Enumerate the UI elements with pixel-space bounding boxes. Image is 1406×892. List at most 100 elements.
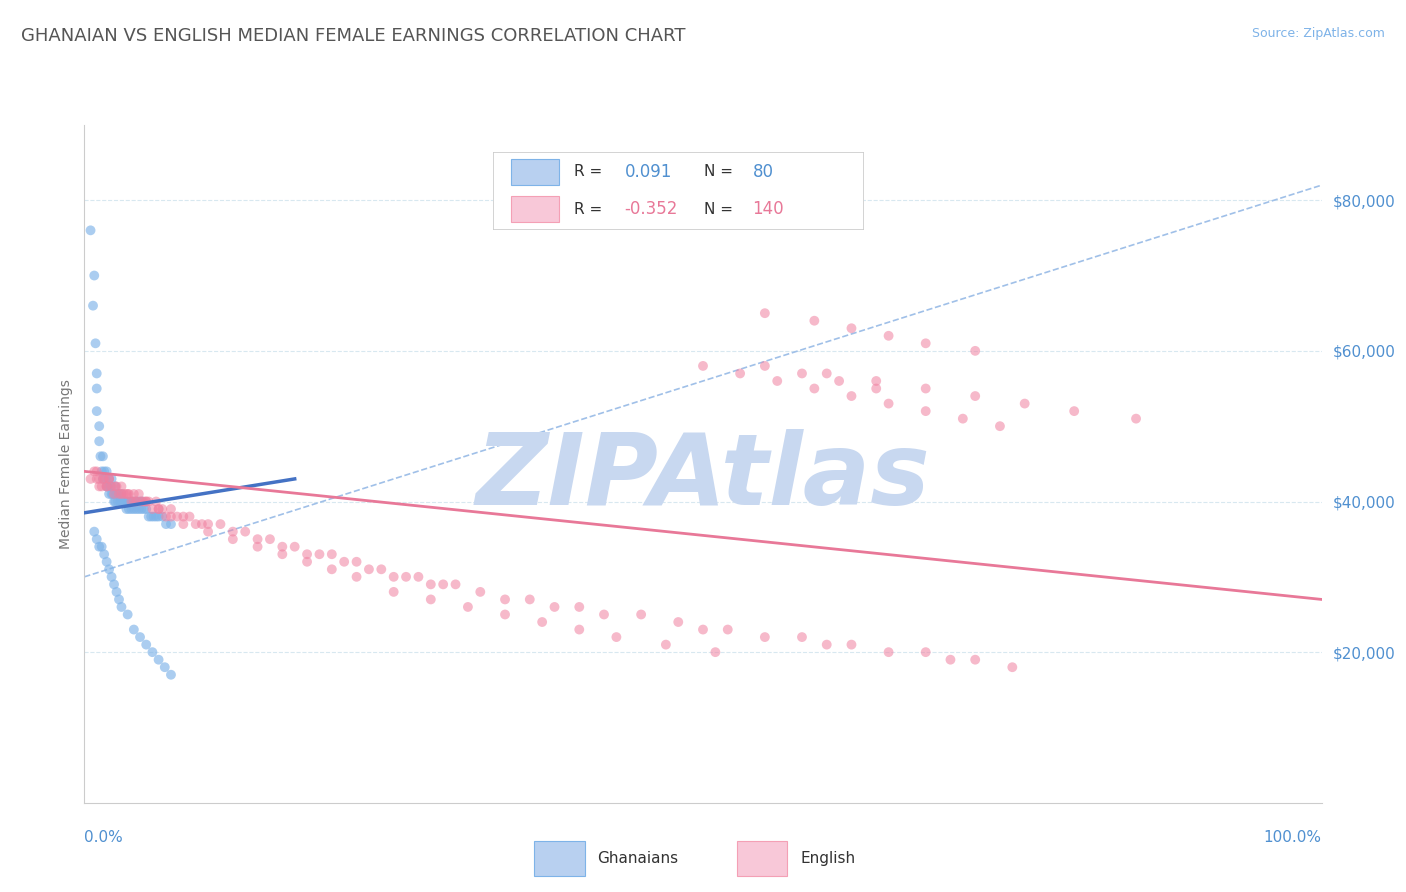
Point: [79, 472, 101, 486]
Point: [1063, 404, 1085, 418]
Point: [90, 479, 112, 493]
Point: [246, 532, 269, 546]
Point: [754, 630, 776, 644]
Point: [90, 464, 112, 478]
Point: [117, 607, 139, 622]
Point: [494, 607, 516, 622]
Point: [259, 532, 281, 546]
Point: [382, 570, 405, 584]
Point: [117, 487, 139, 501]
Point: [124, 494, 146, 508]
Point: [444, 577, 467, 591]
Point: [129, 502, 152, 516]
Point: [754, 306, 776, 320]
Point: [803, 382, 825, 396]
Point: [91, 472, 114, 486]
Point: [308, 547, 330, 561]
Point: [321, 547, 343, 561]
Point: [110, 599, 132, 614]
Point: [117, 494, 139, 508]
Point: [815, 367, 838, 381]
Point: [865, 374, 887, 388]
Text: 100.0%: 100.0%: [1264, 830, 1322, 845]
Point: [179, 509, 201, 524]
Point: [96, 464, 118, 478]
Point: [155, 517, 177, 532]
Point: [101, 487, 124, 501]
Point: [138, 509, 160, 524]
Point: [790, 367, 813, 381]
Point: [120, 502, 142, 516]
Point: [110, 487, 132, 501]
Point: [129, 494, 152, 508]
Point: [110, 494, 132, 508]
Point: [357, 562, 380, 576]
Point: [98, 472, 121, 486]
Point: [86, 464, 108, 478]
Point: [704, 645, 727, 659]
Point: [470, 585, 492, 599]
Point: [83, 464, 105, 478]
Point: [89, 472, 111, 486]
Point: [988, 419, 1011, 434]
Point: [103, 494, 125, 508]
Point: [105, 479, 128, 493]
Point: [122, 623, 145, 637]
Point: [271, 547, 294, 561]
Text: N =: N =: [704, 164, 738, 179]
Point: [952, 411, 974, 425]
Point: [86, 472, 108, 486]
Bar: [534, 841, 585, 876]
Point: [172, 517, 194, 532]
Point: [135, 494, 157, 508]
Point: [568, 623, 591, 637]
Text: 0.091: 0.091: [624, 163, 672, 181]
Point: [122, 487, 145, 501]
Point: [89, 450, 111, 464]
Point: [166, 509, 188, 524]
Bar: [512, 159, 560, 185]
Point: [965, 653, 987, 667]
Point: [197, 517, 219, 532]
Point: [939, 653, 962, 667]
Point: [125, 502, 148, 516]
Point: [346, 570, 368, 584]
Point: [107, 494, 129, 508]
Point: [141, 645, 163, 659]
Point: [531, 615, 554, 629]
Point: [666, 615, 689, 629]
Point: [127, 494, 149, 508]
Point: [155, 509, 177, 524]
Point: [86, 532, 108, 546]
Point: [122, 494, 145, 508]
Point: [209, 517, 232, 532]
Text: R =: R =: [574, 202, 607, 217]
Point: [103, 487, 125, 501]
Point: [148, 653, 170, 667]
Point: [141, 502, 163, 516]
Point: [141, 509, 163, 524]
Point: [321, 562, 343, 576]
Point: [91, 450, 114, 464]
Point: [89, 419, 111, 434]
Point: [129, 630, 152, 644]
Point: [93, 464, 115, 478]
Point: [83, 524, 105, 539]
Point: [110, 487, 132, 501]
Point: [125, 494, 148, 508]
Point: [132, 494, 155, 508]
Point: [100, 487, 122, 501]
Point: [145, 509, 167, 524]
Point: [655, 638, 678, 652]
Point: [128, 487, 150, 501]
Point: [110, 479, 132, 493]
Point: [103, 577, 125, 591]
Text: ZIPAtlas: ZIPAtlas: [475, 429, 931, 526]
Point: [160, 517, 183, 532]
Point: [172, 509, 194, 524]
Point: [346, 555, 368, 569]
Point: [96, 479, 118, 493]
Point: [865, 382, 887, 396]
Point: [100, 472, 122, 486]
Point: [108, 487, 131, 501]
